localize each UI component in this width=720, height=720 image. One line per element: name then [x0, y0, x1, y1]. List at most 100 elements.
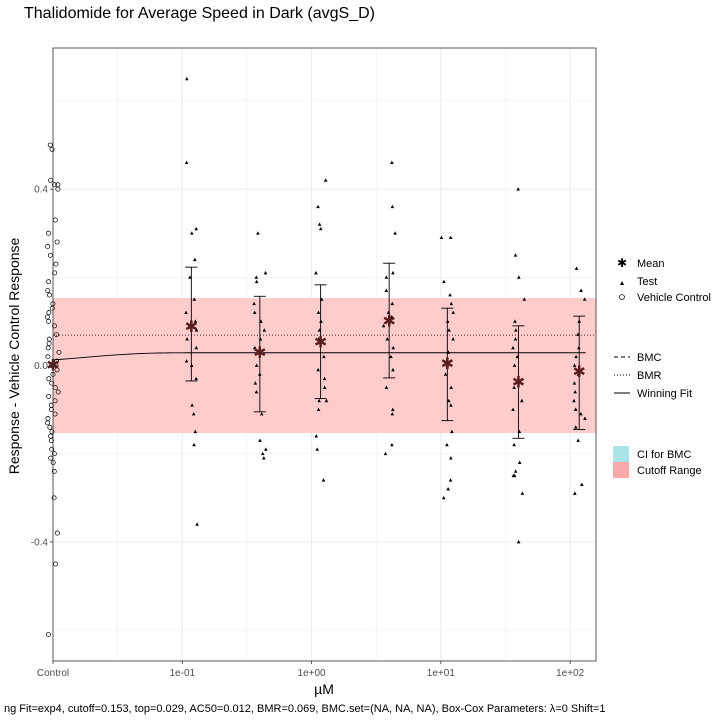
- test-point: [252, 310, 257, 315]
- vehicle-control-point: [45, 420, 51, 426]
- test-point: [391, 345, 396, 350]
- vehicle-control-point: [54, 332, 59, 338]
- vehicle-control-point: [46, 279, 52, 285]
- test-point: [573, 425, 578, 429]
- test-point: [262, 456, 266, 460]
- legend-label-bmr: BMR: [637, 370, 662, 382]
- vehicle-control-point: [45, 354, 51, 360]
- vehicle-control-point: [51, 182, 57, 188]
- test-point: [193, 319, 198, 323]
- test-point: [448, 235, 453, 240]
- legend-label-winning-fit: Winning Fit: [637, 388, 692, 400]
- test-point: [185, 337, 189, 341]
- mean-legend-icon: ✱: [617, 256, 627, 270]
- test-point: [385, 337, 390, 341]
- x-tick-label: 1e+00: [298, 668, 327, 679]
- test-point: [194, 226, 198, 231]
- vehicle-control-point: [44, 314, 50, 320]
- test-point: [193, 429, 198, 434]
- test-point: [314, 270, 318, 275]
- vehicle-control-point: [49, 305, 55, 311]
- test-point: [384, 288, 389, 292]
- test-point: [259, 412, 264, 416]
- test-point: [316, 367, 320, 372]
- test-point: [390, 301, 395, 306]
- test-point: [573, 407, 578, 412]
- test-point: [384, 385, 389, 389]
- vehicle-control-point: [47, 292, 52, 298]
- test-point: [316, 337, 321, 341]
- test-point: [192, 297, 197, 301]
- test-point: [449, 385, 453, 389]
- test-point: [446, 487, 450, 491]
- test-point: [384, 275, 389, 279]
- legend-label-bmc: BMC: [637, 352, 662, 364]
- vehicle-control-point: [53, 363, 59, 368]
- test-point: [190, 403, 194, 407]
- vehicle-control-point: [55, 186, 61, 192]
- panel-border: [52, 47, 597, 662]
- test-point: [572, 398, 576, 403]
- test-point: [390, 412, 395, 416]
- test-point: [513, 319, 517, 323]
- test-point: [256, 231, 260, 235]
- test-point: [513, 253, 518, 257]
- test-point: [254, 389, 259, 394]
- test-point: [449, 301, 454, 306]
- mean-marker: ✱: [185, 319, 198, 336]
- test-point: [391, 407, 395, 412]
- test-point: [193, 257, 197, 262]
- vehicle-control-point: [47, 424, 53, 430]
- vehicle-control-point: [53, 261, 59, 267]
- test-point: [574, 354, 578, 359]
- test-point: [389, 354, 393, 359]
- legend-lines: BMC BMR Winning Fit: [614, 352, 692, 400]
- vehicle-control-point: [46, 336, 52, 342]
- test-point: [264, 447, 268, 451]
- test-point: [389, 315, 394, 319]
- x-tick-label: 1e+02: [556, 668, 585, 679]
- test-point: [449, 403, 453, 407]
- test-point: [324, 398, 329, 403]
- test-point: [443, 372, 448, 376]
- vehicle-control-point: [56, 349, 62, 355]
- test-point: [195, 522, 199, 526]
- legend-label-mean: Mean: [637, 258, 665, 270]
- vehicle-control-point: [46, 393, 52, 399]
- test-point: [192, 442, 196, 447]
- test-point: [516, 539, 521, 544]
- legend-label-vehicle-control: Vehicle Control: [637, 292, 711, 304]
- vehicle-control-point: [47, 142, 53, 148]
- test-point: [194, 328, 199, 332]
- test-point: [573, 389, 577, 394]
- test-point: [513, 337, 518, 341]
- vehicle-control-point: [52, 270, 58, 276]
- vehicle-control-point: [45, 415, 51, 421]
- test-point: [579, 288, 583, 292]
- test-point: [517, 275, 521, 279]
- test-point: [190, 231, 194, 235]
- test-point: [318, 226, 323, 231]
- test-point: [254, 279, 259, 284]
- y-tick-label: -0.4: [31, 537, 49, 548]
- test-point: [579, 412, 583, 416]
- test-point: [512, 363, 517, 367]
- test-point: [579, 482, 584, 486]
- vehicle-control-point: [54, 367, 60, 373]
- legend-label-test: Test: [637, 276, 657, 288]
- vehicle-control-point: [45, 288, 51, 294]
- vehicle-control-point: [51, 451, 57, 457]
- test-point: [520, 491, 525, 495]
- vehicle-control-point: [54, 530, 60, 536]
- test-point: [314, 434, 319, 438]
- test-point: [390, 204, 395, 209]
- test-point: [512, 442, 516, 447]
- test-point: [383, 451, 388, 456]
- test-point: [254, 363, 259, 367]
- test-point: [576, 438, 580, 442]
- vehicle-control-point: [46, 318, 52, 324]
- test-point: [252, 301, 256, 306]
- test-point: [393, 231, 397, 235]
- test-point: [450, 429, 454, 434]
